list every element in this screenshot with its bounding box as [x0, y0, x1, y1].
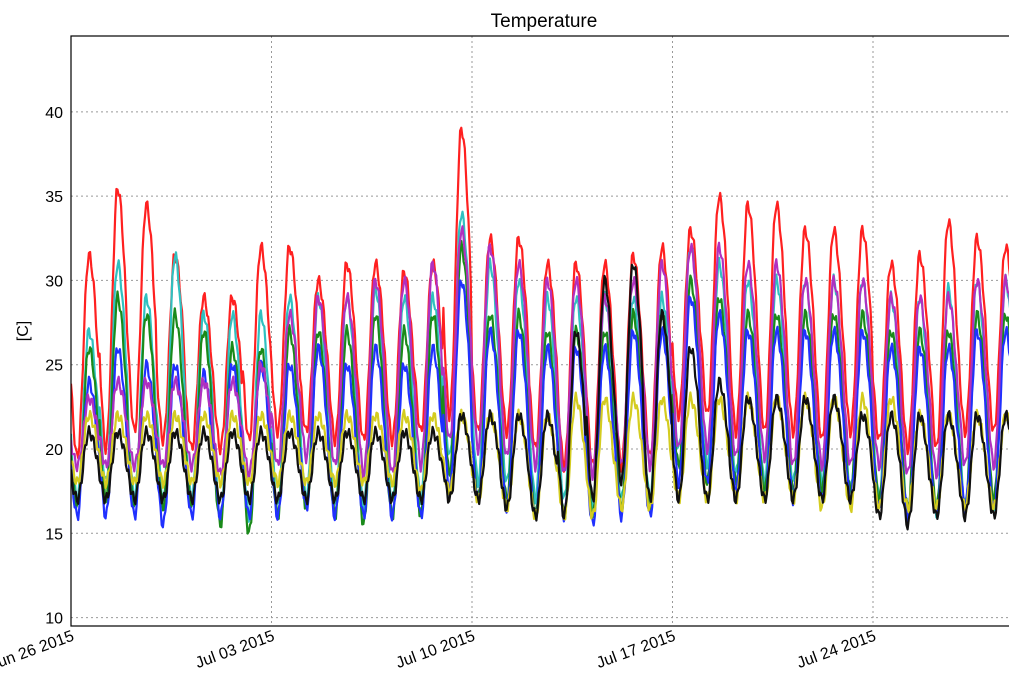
y-tick-label: 35	[45, 189, 63, 206]
x-tick-label: Jul 17 2015	[594, 628, 678, 672]
plot-frame	[70, 35, 1009, 627]
series-layer	[71, 126, 1009, 535]
y-tick-label: 40	[45, 105, 63, 122]
y-tick-label: 10	[45, 611, 63, 628]
x-tick-label: Jun 26 2015	[0, 628, 76, 674]
x-tick-labels: Jun 26 2015 Jul 03 2015 Jul 10 2015 Jul 17 …	[0, 628, 878, 674]
plot-area	[71, 126, 1009, 535]
series-line-7	[71, 263, 1009, 531]
x-tick-label: Jul 03 2015	[193, 628, 277, 672]
y-tick-label: 20	[45, 442, 63, 459]
x-tick-label: Jul 10 2015	[394, 628, 478, 672]
y-tick-label: 25	[45, 358, 63, 375]
y-tick-label: 30	[45, 273, 63, 290]
x-tick-label: Jul 24 2015	[795, 628, 879, 672]
chart-title: Temperature	[491, 11, 598, 32]
y-tick-labels: 10 15 20 25 30 35 40	[45, 105, 63, 628]
y-tick-label: 15	[45, 526, 63, 543]
y-axis-label: [C]	[15, 321, 32, 341]
series-line-5	[71, 225, 1009, 482]
